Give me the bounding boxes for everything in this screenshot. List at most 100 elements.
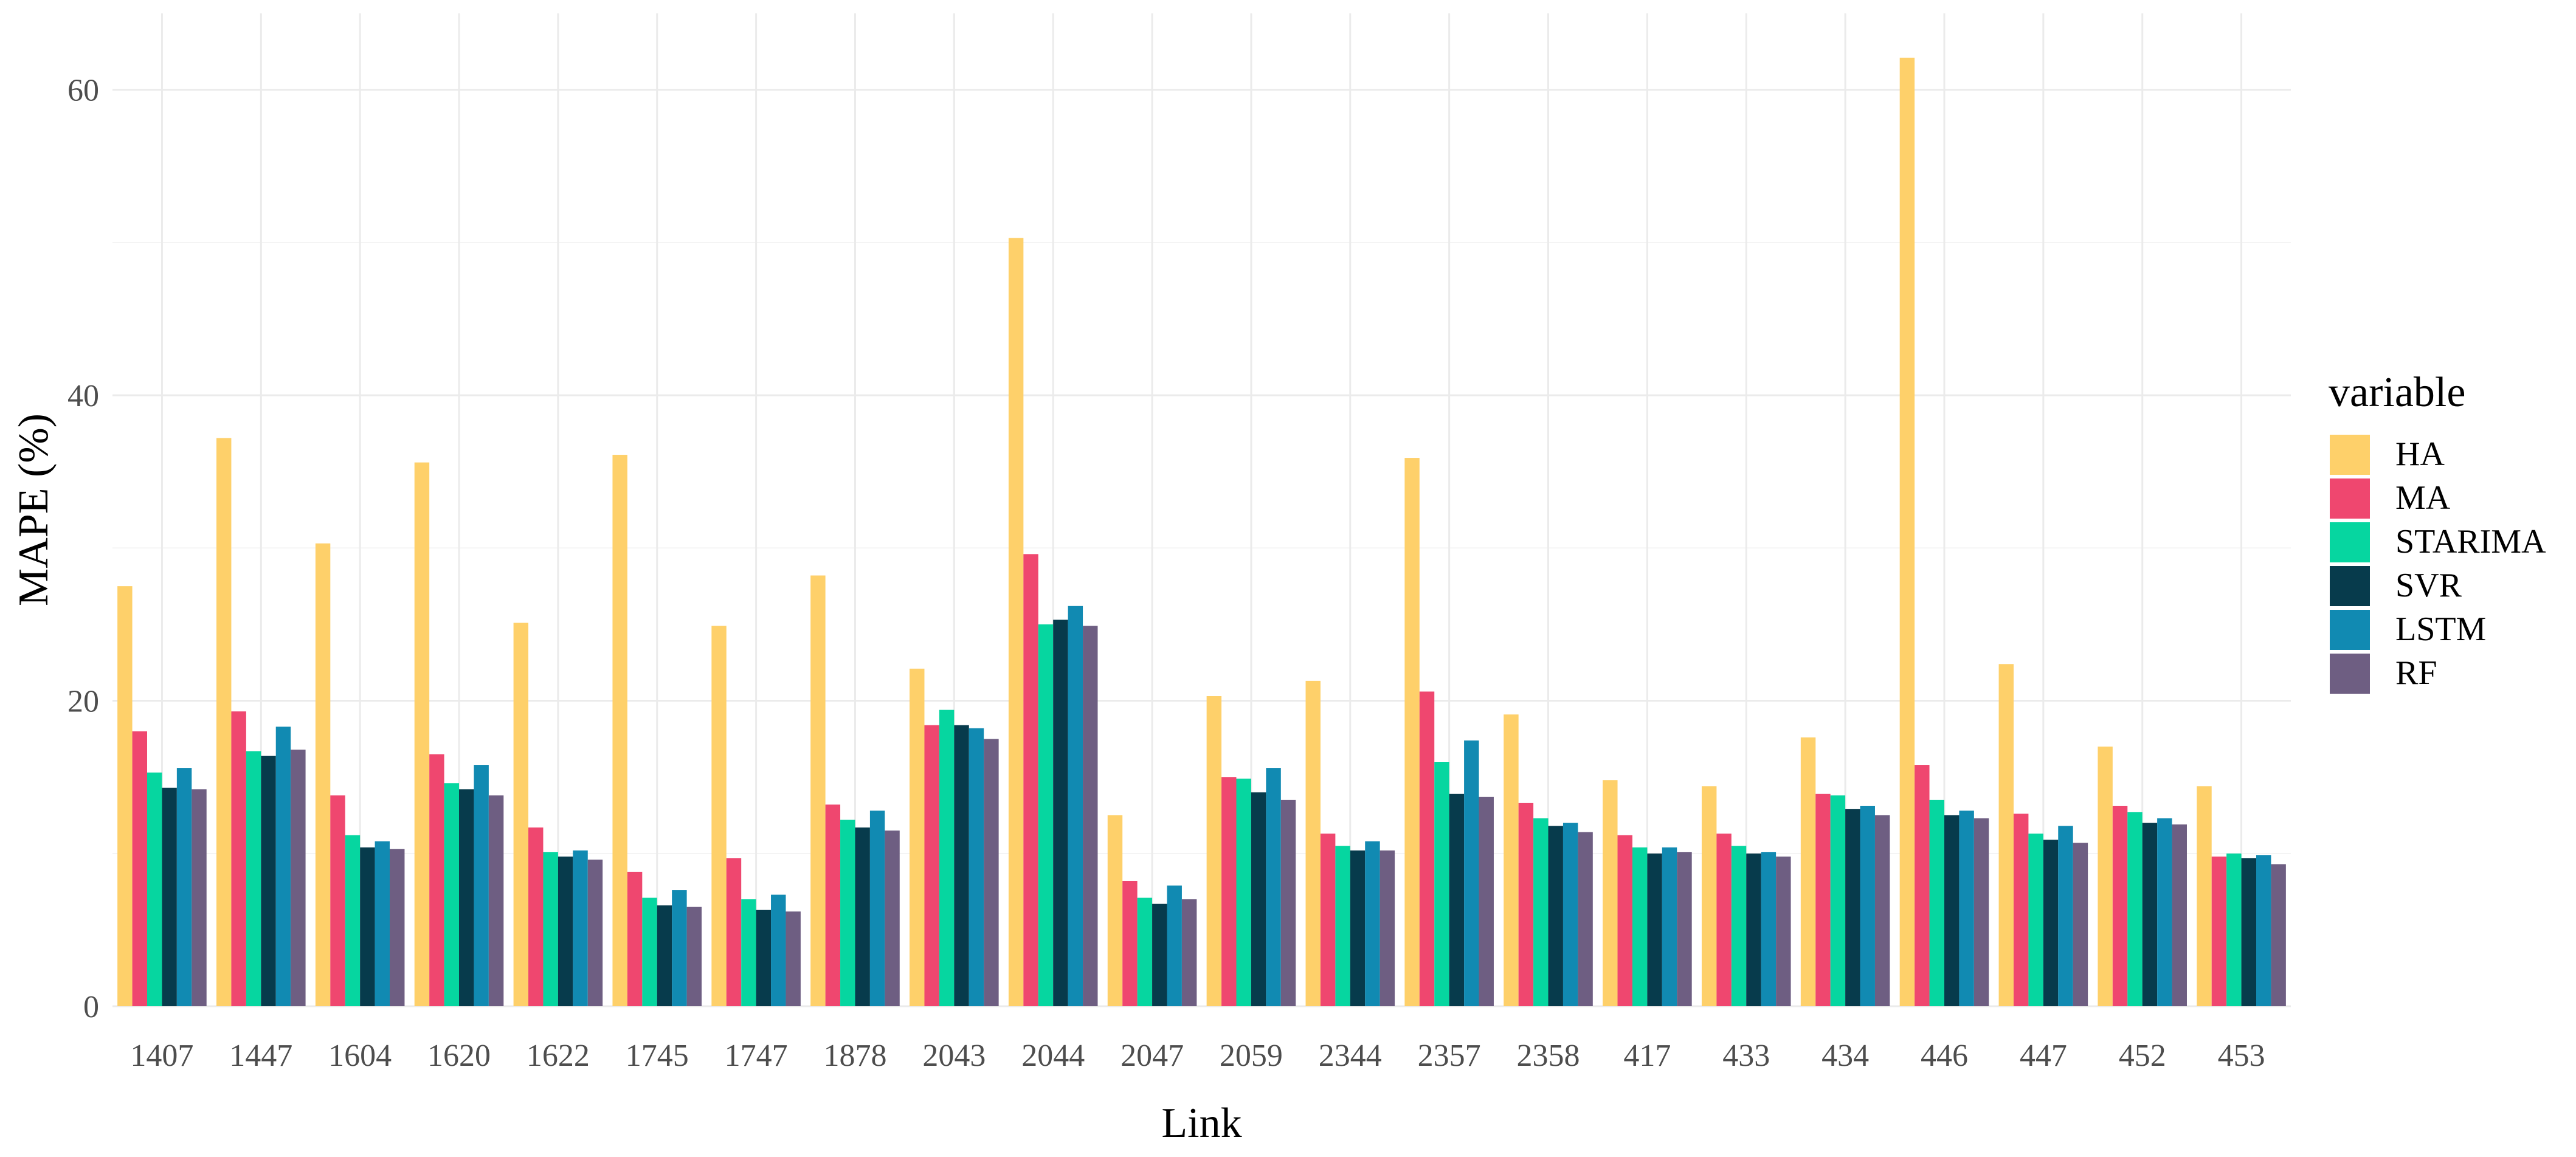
y-tick-label: 60 [67, 74, 99, 108]
bar-lstm-2358 [1563, 823, 1578, 1006]
x-tick-label: 2059 [1220, 1038, 1283, 1073]
bar-rf-417 [1677, 852, 1692, 1006]
bar-svr-1745 [657, 905, 672, 1006]
bar-ma-1407 [132, 731, 147, 1006]
bar-svr-2357 [1449, 793, 1465, 1006]
bar-starima-452 [2127, 812, 2143, 1006]
x-tick-label: 1407 [130, 1038, 193, 1073]
bar-starima-2357 [1434, 762, 1449, 1006]
bar-starima-1407 [147, 772, 162, 1006]
bar-svr-2044 [1053, 620, 1068, 1006]
bar-ha-1407 [117, 586, 133, 1006]
bar-rf-434 [1874, 815, 1890, 1006]
bar-ma-2043 [924, 725, 939, 1006]
x-axis-title: Link [1161, 1100, 1241, 1147]
bar-svr-446 [1944, 815, 1960, 1006]
x-tick-label: 453 [2218, 1038, 2265, 1073]
bar-rf-1745 [686, 907, 702, 1006]
bar-starima-2044 [1038, 624, 1054, 1006]
legend-title: variable [2329, 369, 2465, 416]
bar-ma-2357 [1419, 691, 1435, 1006]
bar-ha-1622 [513, 623, 529, 1006]
bar-ha-1878 [810, 575, 826, 1006]
x-tick-label: 417 [1623, 1038, 1671, 1073]
bar-svr-447 [2043, 840, 2059, 1006]
x-tick-label: 2344 [1319, 1038, 1382, 1073]
bar-rf-1447 [291, 749, 306, 1006]
bar-ma-434 [1815, 793, 1831, 1006]
bar-lstm-453 [2256, 855, 2271, 1006]
bar-rf-453 [2271, 864, 2286, 1006]
bar-svr-1747 [756, 910, 772, 1006]
x-tick-label: 2047 [1121, 1038, 1184, 1073]
bar-rf-2047 [1181, 899, 1197, 1006]
bar-svr-2059 [1251, 792, 1266, 1006]
bar-rf-2357 [1479, 796, 1494, 1006]
bar-rf-1407 [192, 789, 207, 1006]
bar-starima-1878 [840, 820, 855, 1006]
x-tick-label: 434 [1822, 1038, 1869, 1073]
grid [112, 13, 2291, 1007]
legend-key-rf [2330, 654, 2370, 694]
bar-lstm-1620 [474, 765, 489, 1006]
bar-ma-1620 [429, 754, 444, 1006]
bar-lstm-1447 [275, 727, 291, 1006]
bar-rf-2043 [984, 739, 999, 1006]
bar-lstm-2059 [1266, 768, 1281, 1006]
bar-ha-2344 [1305, 680, 1321, 1006]
bar-rf-2344 [1380, 850, 1395, 1006]
bar-starima-453 [2226, 853, 2242, 1006]
bar-ha-452 [2098, 746, 2113, 1006]
bar-starima-1447 [246, 751, 261, 1006]
bar-ha-417 [1603, 780, 1618, 1006]
bar-ma-453 [2211, 856, 2227, 1006]
bar-ma-433 [1716, 834, 1732, 1006]
legend-label-lstm: LSTM [2395, 610, 2486, 648]
x-tick-label: 1622 [527, 1038, 590, 1073]
bar-svr-1622 [558, 856, 573, 1006]
bar-ha-2358 [1504, 714, 1519, 1006]
bar-ma-2059 [1221, 777, 1237, 1006]
x-tick-label: 433 [1722, 1038, 1770, 1073]
bar-starima-434 [1830, 795, 1846, 1006]
bar-starima-446 [1929, 800, 1944, 1006]
bar-starima-1620 [444, 783, 460, 1006]
bar-starima-417 [1632, 847, 1648, 1006]
bar-ha-433 [1701, 786, 1717, 1006]
bar-lstm-1622 [573, 850, 588, 1006]
legend-label-rf: RF [2395, 654, 2437, 692]
bar-ma-1747 [726, 858, 742, 1006]
legend-label-starima: STARIMA [2395, 523, 2546, 561]
bar-starima-2358 [1533, 818, 1549, 1006]
legend-label-svr: SVR [2395, 567, 2462, 604]
bar-rf-2044 [1083, 626, 1098, 1006]
bar-starima-433 [1731, 846, 1747, 1006]
bar-svr-1447 [261, 755, 276, 1006]
bar-svr-1604 [360, 847, 375, 1006]
bar-rf-433 [1776, 856, 1791, 1006]
bar-svr-417 [1647, 853, 1662, 1006]
bar-ma-446 [1915, 765, 1930, 1006]
x-tick-labels: 1407 1447 1604 1620 1622 1745 1747 1878 2043 2044… [130, 1038, 2265, 1073]
legend-label-ma: MA [2395, 479, 2451, 517]
legend: variable HA MA STARIMA SVR LSTM RF [2329, 369, 2546, 694]
bar-lstm-452 [2157, 818, 2172, 1006]
bar-ma-2047 [1122, 880, 1138, 1006]
bar-lstm-1747 [771, 894, 786, 1006]
bar-ma-1447 [231, 711, 246, 1006]
x-tick-label: 447 [2020, 1038, 2067, 1073]
bar-starima-2043 [939, 710, 955, 1006]
bar-ma-1604 [330, 795, 345, 1006]
bar-lstm-1878 [869, 810, 885, 1006]
legend-label-ha: HA [2395, 435, 2445, 473]
legend-key-svr [2330, 566, 2370, 606]
bar-ma-2358 [1518, 803, 1534, 1006]
x-tick-label: 1604 [328, 1038, 392, 1073]
bar-ha-1447 [216, 438, 232, 1006]
y-tick-label: 40 [67, 379, 99, 413]
x-tick-label: 1878 [823, 1038, 886, 1073]
bar-ha-434 [1800, 737, 1816, 1006]
bar-ma-1622 [528, 827, 544, 1006]
bar-ma-447 [2013, 813, 2029, 1006]
bar-svr-2344 [1350, 850, 1366, 1006]
